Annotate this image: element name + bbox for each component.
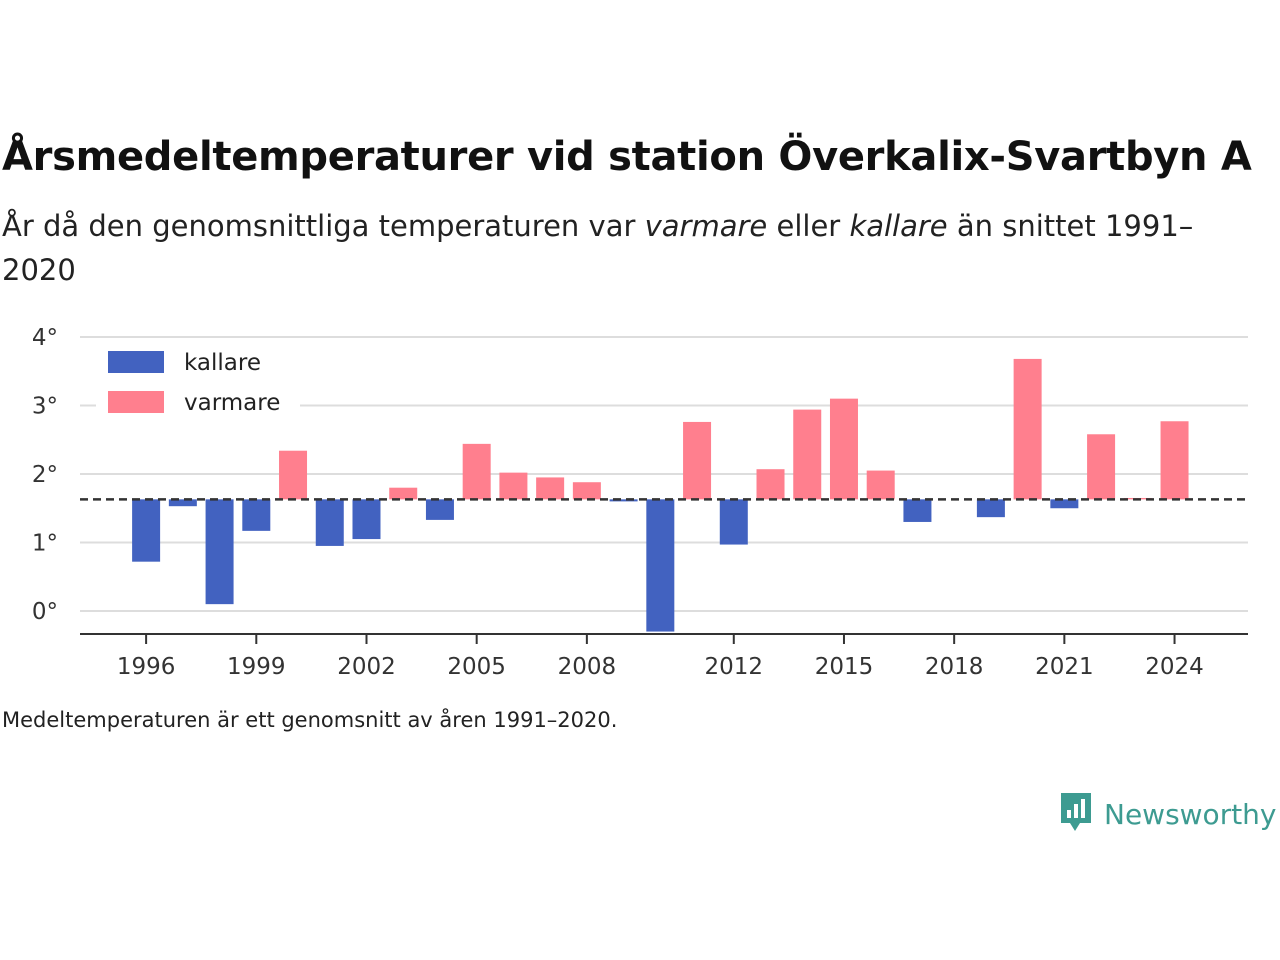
y-tick-label: 3° — [32, 394, 58, 420]
bar-2012 — [719, 499, 748, 545]
subtitle-part-1: År då den genomsnittliga temperaturen va… — [2, 209, 645, 243]
bar-2010 — [646, 499, 675, 632]
x-tick-label: 2024 — [1145, 654, 1204, 680]
x-tick-label: 1999 — [227, 654, 286, 680]
x-tick-label: 2012 — [705, 654, 764, 680]
subtitle-part-2: eller — [767, 209, 850, 243]
y-axis-ticks: 0° 1° 2° 3° 4° — [32, 325, 58, 625]
bar-2011 — [683, 421, 712, 500]
bar-2002 — [352, 499, 381, 540]
x-tick-label: 2005 — [447, 654, 506, 680]
bar-2020 — [1013, 358, 1042, 500]
subtitle-colder: kallare — [849, 209, 948, 243]
bar-2007 — [536, 477, 565, 500]
newsworthy-logo-icon — [1058, 790, 1094, 838]
bar-2001 — [315, 499, 344, 546]
bar-chart: 0° 1° 2° 3° 4° 1996 1999 2002 2005 2008 2012 2015 2… — [32, 325, 1248, 680]
bar-2013 — [756, 469, 785, 500]
bar-1999 — [242, 499, 271, 531]
x-tick-label: 2021 — [1035, 654, 1094, 680]
bar-2005 — [462, 443, 491, 500]
newsworthy-logo-text: Newsworthy — [1104, 797, 1277, 831]
y-tick-label: 0° — [32, 599, 58, 625]
bar-1997 — [168, 499, 197, 507]
bar-2021 — [1050, 499, 1079, 509]
legend: kallare varmare — [96, 338, 300, 426]
bar-2008 — [572, 482, 601, 500]
legend-swatch-varmare — [108, 391, 164, 413]
bar-2004 — [425, 499, 454, 520]
x-tick-label: 2015 — [815, 654, 874, 680]
bar-1996 — [132, 499, 161, 562]
bar-2000 — [279, 450, 308, 500]
bar-2003 — [389, 487, 418, 500]
bar-2009 — [609, 499, 638, 502]
newsworthy-logo[interactable]: Newsworthy — [1058, 790, 1277, 838]
x-tick-label: 2018 — [925, 654, 984, 680]
bar-2017 — [903, 499, 932, 522]
bar-2024 — [1160, 421, 1189, 500]
chart-title: Årsmedeltemperaturer vid station Överkal… — [2, 134, 1252, 180]
legend-label-varmare: varmare — [184, 390, 280, 416]
bar-2019 — [976, 499, 1005, 518]
y-tick-label: 4° — [32, 325, 58, 351]
footnote: Medeltemperaturen är ett genomsnitt av å… — [2, 708, 618, 732]
chart-subtitle: År då den genomsnittliga temperaturen va… — [2, 204, 1242, 292]
subtitle-part-3: än snittet 1991–2020 — [2, 209, 1194, 287]
bar-2014 — [793, 409, 822, 500]
bar-2015 — [829, 398, 858, 500]
x-tick-label: 2008 — [558, 654, 617, 680]
bar-2016 — [866, 470, 895, 500]
y-tick-label: 2° — [32, 462, 58, 488]
x-tick-label: 1996 — [117, 654, 176, 680]
bars — [132, 358, 1189, 632]
subtitle-warmer: varmare — [644, 209, 768, 243]
bar-2006 — [499, 472, 528, 500]
x-tick-label: 2002 — [337, 654, 396, 680]
legend-label-kallare: kallare — [184, 350, 261, 376]
legend-swatch-kallare — [108, 351, 164, 373]
bar-1998 — [205, 499, 234, 605]
x-axis-ticks: 1996 1999 2002 2005 2008 2012 2015 2018 2021 2024 — [117, 634, 1204, 680]
bar-2022 — [1087, 434, 1116, 500]
y-tick-label: 1° — [32, 531, 58, 557]
